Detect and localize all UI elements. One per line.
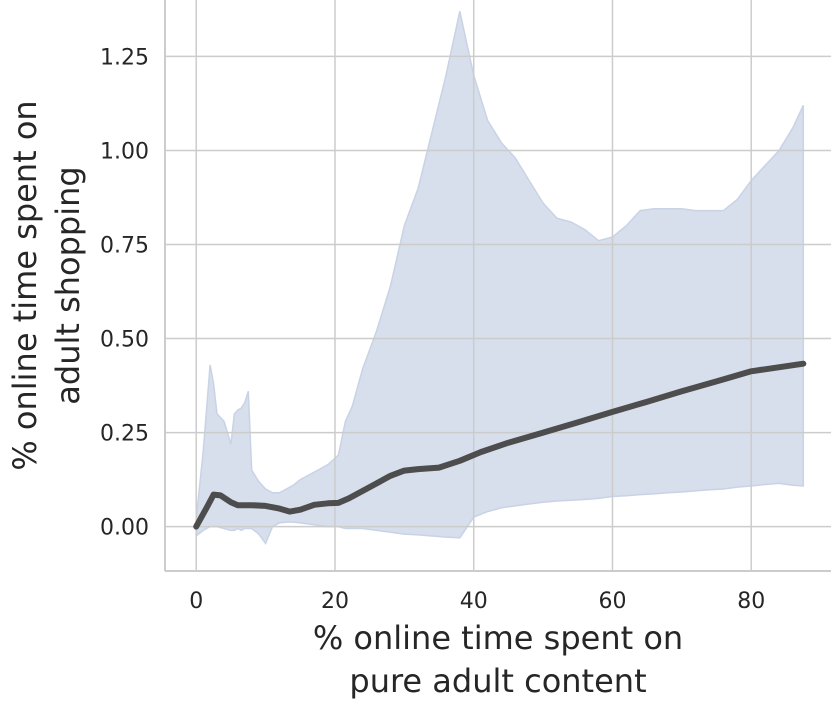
y-tick-label: 0.25 — [100, 422, 149, 447]
y-tick-label: 1.25 — [100, 45, 149, 70]
x-axis-label-line: pure adult content — [349, 662, 646, 700]
x-axis-label-line: % online time spent on — [313, 619, 683, 657]
tick-label-layer: 0 20 40 60 80 0.00 0.25 0.50 0.75 1.00 1.25 — [100, 45, 765, 614]
axis-label-layer: % online time spent on pure adult content… — [6, 100, 683, 700]
y-tick-label: 0.00 — [100, 516, 149, 541]
x-tick-label: 40 — [460, 589, 488, 614]
axes-frame — [164, 0, 831, 572]
y-tick-label: 0.75 — [100, 233, 149, 258]
x-tick-label: 20 — [321, 589, 349, 614]
confidence-band-layer — [195, 11, 805, 546]
y-tick-label: 1.00 — [100, 139, 149, 164]
x-tick-label: 0 — [189, 589, 203, 614]
series-line — [193, 360, 807, 530]
y-axis-label-line: adult shopping — [49, 166, 87, 404]
series-line-layer — [193, 360, 807, 530]
grid-layer — [165, 0, 831, 571]
confidence-band — [195, 11, 805, 546]
y-tick-label: 0.50 — [100, 328, 149, 353]
x-tick-label: 60 — [598, 589, 626, 614]
y-axis-label-line: % online time spent on — [6, 100, 44, 470]
x-tick-label: 80 — [737, 589, 765, 614]
